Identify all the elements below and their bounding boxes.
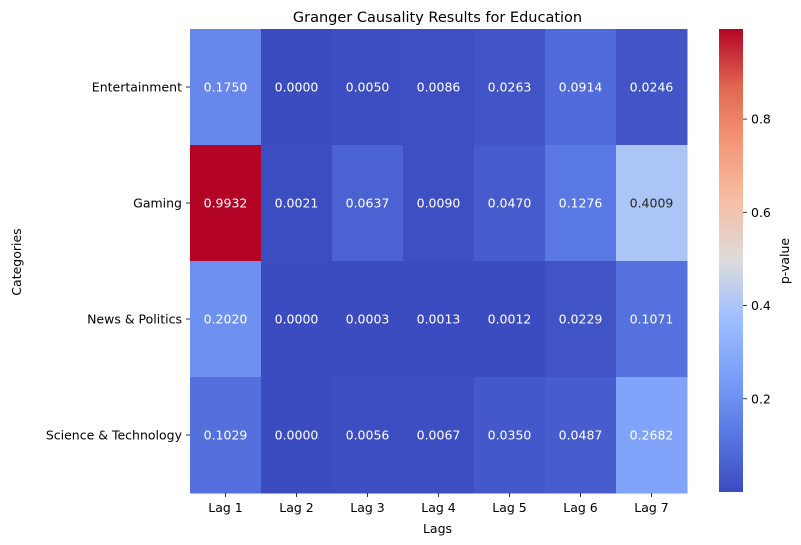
y-tick-label: Entertainment: [92, 80, 182, 95]
heatmap-cell: [545, 377, 617, 494]
heatmap-cell: [190, 261, 262, 378]
colorbar-label: p-value: [777, 238, 792, 285]
heatmap-cell: [261, 145, 333, 262]
y-tick-label: Gaming: [133, 196, 182, 211]
cell-value-label: 0.2682: [630, 428, 674, 443]
heatmap-cell: [403, 145, 475, 262]
heatmap-cell: [474, 145, 546, 262]
cell-value-label: 0.0050: [346, 80, 390, 95]
cell-value-label: 0.0263: [488, 80, 532, 95]
colorbar-tick-label: 0.8: [751, 112, 771, 127]
cell-value-label: 0.0350: [488, 428, 532, 443]
y-tick-label: Science & Technology: [46, 428, 183, 443]
heatmap-cell: [261, 261, 333, 378]
heatmap-cell: [190, 145, 262, 262]
cell-value-label: 0.0012: [488, 312, 532, 327]
x-tick-label: Lag 5: [492, 500, 527, 515]
cell-value-label: 0.0021: [275, 196, 319, 211]
heatmap-cell-labels: 0.1750 0.0000 0.0050 0.0086 0.0263 0.0914 0.02…: [204, 80, 674, 443]
heatmap-cell: [545, 145, 617, 262]
cell-value-label: 0.0086: [417, 80, 461, 95]
heatmap-cell: [474, 377, 546, 494]
cell-value-label: 0.2020: [204, 312, 248, 327]
cell-value-label: 0.1071: [630, 312, 674, 327]
heatmap-cells: [190, 29, 688, 494]
heatmap-cell: [545, 29, 617, 146]
heatmap-cell: [332, 29, 404, 146]
cell-value-label: 0.0914: [559, 80, 603, 95]
heatmap-cell: [403, 29, 475, 146]
cell-value-label: 0.0246: [630, 80, 674, 95]
heatmap-cell: [332, 261, 404, 378]
heatmap-cell: [545, 261, 617, 378]
colorbar-tick-label: 0.2: [751, 391, 771, 406]
x-tick-label: Lag 2: [279, 500, 314, 515]
heatmap-cell: [403, 377, 475, 494]
cell-value-label: 0.0056: [346, 428, 390, 443]
heatmap-cell: [616, 29, 688, 146]
colorbar-ticks: 0.2 0.4 0.6 0.8: [743, 112, 771, 406]
x-axis-label: Lags: [423, 521, 452, 536]
cell-value-label: 0.1750: [204, 80, 248, 95]
cell-value-label: 0.1276: [559, 196, 603, 211]
heatmap-cell: [474, 261, 546, 378]
cell-value-label: 0.0003: [346, 312, 390, 327]
cell-value-label: 0.0470: [488, 196, 532, 211]
x-tick-label: Lag 7: [634, 500, 669, 515]
heatmap-cell: [474, 29, 546, 146]
y-axis-label: Categories: [9, 228, 24, 295]
cell-value-label: 0.0000: [275, 428, 319, 443]
heatmap-cell: [190, 377, 262, 494]
x-tick-label: Lag 6: [563, 500, 598, 515]
x-tick-label: Lag 3: [350, 500, 385, 515]
x-axis: Lag 1 Lag 2 Lag 3 Lag 4 Lag 5 Lag 6 Lag 7: [208, 493, 669, 515]
heatmap-cell: [190, 29, 262, 146]
colorbar-tick-label: 0.6: [751, 205, 771, 220]
cell-value-label: 0.9932: [204, 196, 248, 211]
cell-value-label: 0.0000: [275, 312, 319, 327]
chart-title: Granger Causality Results for Education: [293, 10, 582, 26]
x-tick-label: Lag 4: [421, 500, 456, 515]
cell-value-label: 0.0067: [417, 428, 461, 443]
heatmap-cell: [332, 145, 404, 262]
colorbar-tick-label: 0.4: [751, 298, 771, 313]
x-tick-label: Lag 1: [208, 500, 243, 515]
heatmap-cell: [616, 377, 688, 494]
cell-value-label: 0.0013: [417, 312, 461, 327]
cell-value-label: 0.0090: [417, 196, 461, 211]
cell-value-label: 0.0637: [346, 196, 390, 211]
cell-value-label: 0.0000: [275, 80, 319, 95]
heatmap-cell: [261, 377, 333, 494]
cell-value-label: 0.0487: [559, 428, 603, 443]
heatmap-cell: [616, 145, 688, 262]
heatmap-cell: [403, 261, 475, 378]
y-axis: Entertainment Gaming News & Politics Scienc…: [46, 80, 190, 443]
heatmap-cell: [261, 29, 333, 146]
colorbar: [719, 29, 743, 492]
heatmap-cell: [332, 377, 404, 494]
heatmap-cell: [616, 261, 688, 378]
cell-value-label: 0.1029: [204, 428, 248, 443]
y-tick-label: News & Politics: [87, 312, 182, 327]
cell-value-label: 0.4009: [630, 196, 674, 211]
cell-value-label: 0.0229: [559, 312, 603, 327]
